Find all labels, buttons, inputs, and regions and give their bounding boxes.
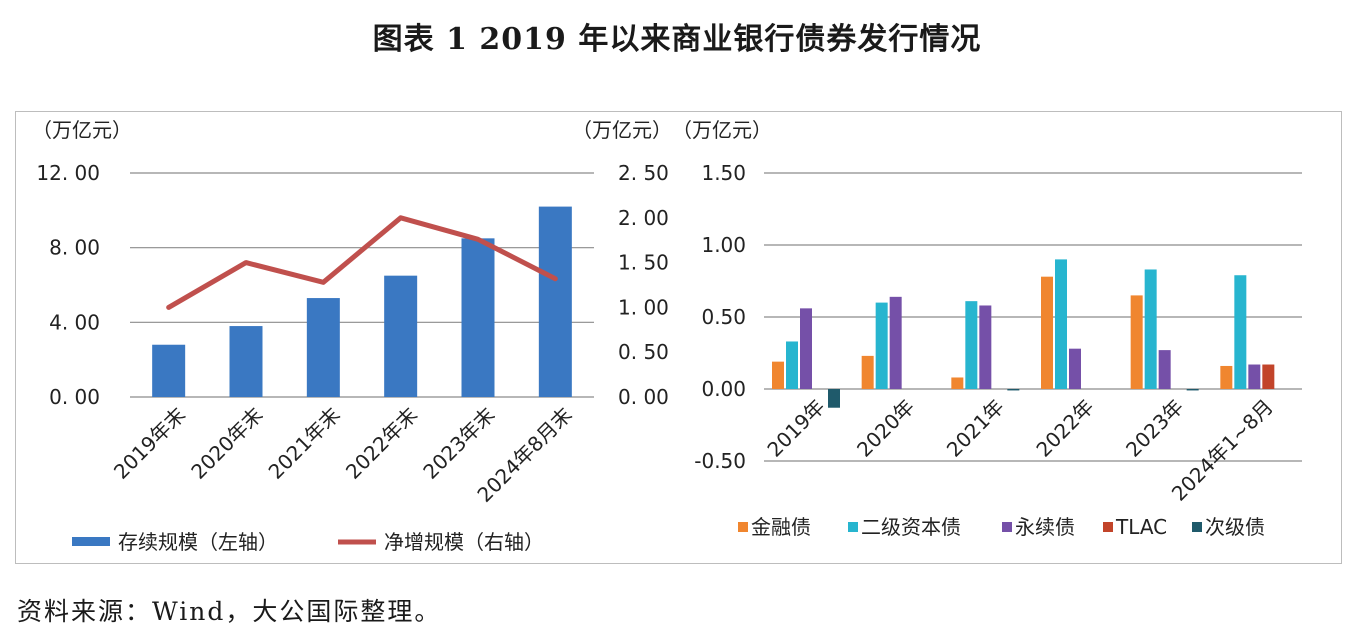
category-label: 2021年	[942, 395, 1009, 462]
legend-label: TLAC	[1115, 515, 1167, 539]
bar	[1130, 295, 1143, 389]
axis-tick-label: 1.00	[701, 233, 746, 257]
category-label: 2020年末	[186, 403, 267, 484]
bar	[889, 296, 902, 389]
axis-tick-label: -0.50	[694, 449, 746, 473]
bar	[800, 308, 812, 389]
bar	[1234, 275, 1247, 389]
bar	[152, 344, 186, 397]
bar	[461, 238, 495, 397]
right-chart: -0.50 0.00 0.50 1.00 1.50 （万亿元） 2019年 2020年 2021…	[672, 118, 1302, 539]
bar	[1248, 364, 1261, 389]
right-axis-tick-label: 1. 00	[618, 295, 669, 319]
legend-swatch	[848, 522, 858, 532]
left-axis-tick-label: 8. 00	[49, 236, 100, 260]
axis-tick-label: 0.50	[701, 305, 746, 329]
bar	[1220, 365, 1233, 389]
legend-swatch-bar	[72, 537, 110, 546]
category-label: 2019年末	[109, 403, 190, 484]
right-axis-tick-label: 2. 50	[618, 161, 669, 185]
category-label: 2021年末	[264, 403, 345, 484]
legend-label: 次级债	[1205, 515, 1265, 539]
series-line	[166, 215, 558, 310]
bar	[772, 361, 784, 389]
legend-swatch	[738, 522, 748, 532]
axis-tick-label: 0.00	[701, 377, 746, 401]
legend-label: 存续规模（左轴）	[118, 530, 278, 554]
category-label: 2020年	[852, 395, 919, 462]
right-axis-unit: （万亿元）	[572, 118, 672, 142]
right-axis-tick-label: 1. 50	[618, 251, 669, 275]
left-axis-unit: （万亿元）	[32, 118, 132, 142]
left-axis-tick-label: 4. 00	[49, 310, 100, 334]
category-label: 2022年末	[341, 403, 422, 484]
bar	[861, 355, 874, 389]
left-axis-tick-label: 0. 00	[49, 385, 100, 409]
bar	[1007, 389, 1020, 391]
legend-label: 二级资本债	[861, 515, 961, 539]
legend-swatch	[1002, 522, 1012, 532]
category-label: 2019年	[762, 395, 829, 462]
right-axis-tick-label: 0. 00	[618, 385, 669, 409]
category-label: 2022年	[1031, 395, 1098, 462]
legend-swatch	[1192, 522, 1202, 532]
bar	[1069, 348, 1081, 389]
source-note: 资料来源：Wind，大公国际整理。	[17, 597, 442, 626]
bar	[1055, 259, 1067, 389]
bar	[1186, 389, 1199, 391]
bar	[875, 302, 888, 389]
bar	[828, 389, 840, 408]
legend-label: 永续债	[1015, 515, 1075, 539]
legend-label: 金融债	[751, 515, 811, 539]
chart-title: 图表 1 2019 年以来商业银行债券发行情况	[372, 22, 982, 57]
chart-frame	[15, 111, 1342, 564]
bar	[1262, 364, 1275, 389]
bar	[538, 206, 572, 397]
bar	[979, 305, 992, 389]
axis-unit: （万亿元）	[672, 118, 772, 142]
right-axis-tick-label: 0. 50	[618, 340, 669, 364]
bar	[965, 301, 978, 389]
right-axis-tick-label: 2. 00	[618, 206, 669, 230]
bar	[1158, 350, 1171, 389]
legend-label: 净增规模（右轴）	[384, 530, 544, 554]
left-chart: 0. 00 4. 00 8. 00 12. 00 0. 00 0. 50 1. 00 1. 5…	[32, 118, 672, 554]
bar	[786, 341, 798, 389]
bar	[229, 326, 263, 397]
category-label: 2023年末	[418, 403, 499, 484]
bar	[384, 275, 418, 397]
category-label: 2023年	[1121, 395, 1188, 462]
bar	[306, 298, 340, 397]
bar	[951, 377, 964, 389]
axis-tick-label: 1.50	[701, 161, 746, 185]
bar	[1041, 276, 1053, 389]
left-axis-tick-label: 12. 00	[36, 161, 100, 185]
legend-swatch	[1103, 522, 1113, 532]
bar	[1144, 269, 1157, 389]
